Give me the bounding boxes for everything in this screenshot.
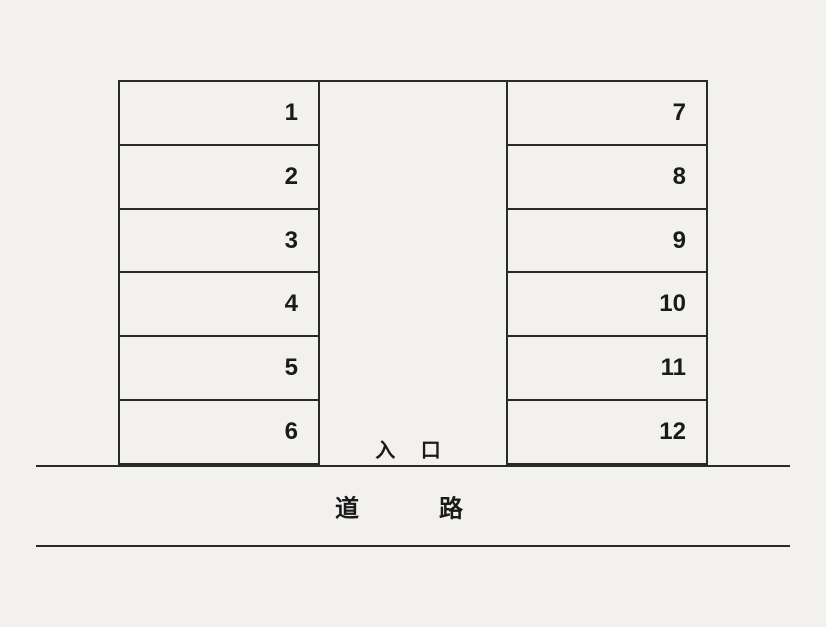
parking-space: 1 bbox=[118, 80, 318, 144]
parking-space: 9 bbox=[508, 208, 708, 272]
parking-space: 2 bbox=[118, 144, 318, 208]
entrance-label: 入 口 bbox=[375, 434, 451, 463]
parking-space: 10 bbox=[508, 271, 708, 335]
road-label: 道 路 bbox=[335, 489, 491, 524]
parking-space: 11 bbox=[508, 335, 708, 399]
parking-lot-body: 1 2 3 4 5 6 入 口 7 8 9 10 11 12 bbox=[118, 80, 708, 465]
parking-space: 5 bbox=[118, 335, 318, 399]
parking-space: 6 bbox=[118, 399, 318, 465]
parking-space: 4 bbox=[118, 271, 318, 335]
parking-space: 12 bbox=[508, 399, 708, 465]
parking-space: 3 bbox=[118, 208, 318, 272]
parking-space: 8 bbox=[508, 144, 708, 208]
left-column: 1 2 3 4 5 6 bbox=[118, 80, 318, 465]
right-column: 7 8 9 10 11 12 bbox=[508, 80, 708, 465]
parking-space: 7 bbox=[508, 80, 708, 144]
driving-lane: 入 口 bbox=[318, 80, 508, 465]
road: 道 路 bbox=[36, 465, 790, 547]
